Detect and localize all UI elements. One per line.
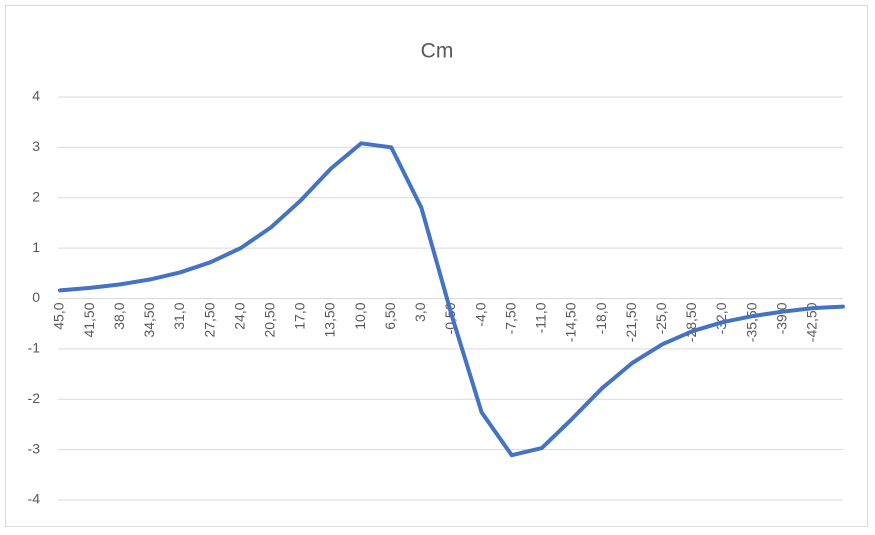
x-tick-label: 27,50 [201,302,217,337]
x-tick-label: -35,50 [743,302,759,342]
data-line [58,141,845,458]
y-tick-label: -4 [28,491,41,507]
x-tick-label: -18,0 [593,302,609,334]
chart-title: Cm [421,40,454,63]
x-tick-label: -11,0 [533,302,549,333]
x-tick-label: -7,50 [502,302,518,334]
x-tick-label: -32,0 [713,302,729,334]
y-tick-label: -2 [28,390,41,406]
x-tick-label: -39,0 [773,302,789,334]
y-tick-label: -3 [28,440,41,456]
x-tick-label: 17,0 [292,302,308,329]
x-tick-label: -42,50 [804,302,820,342]
y-tick-label: 3 [32,138,40,154]
x-tick-label: 41,50 [81,302,97,337]
x-tick-label: -4,0 [472,302,488,326]
x-tick-label: 34,50 [141,302,157,337]
x-tick-label: 20,50 [262,302,278,337]
y-tick-label: 0 [32,289,40,305]
x-tick-label: 13,50 [322,302,338,337]
x-tick-label: -14,50 [563,302,579,342]
x-tick-label: 6,50 [382,302,398,329]
x-tick-label: 3,0 [412,302,428,322]
x-tick-label: 45,0 [51,302,67,329]
y-tick-label: 2 [32,188,40,204]
x-tick-label: 24,0 [231,302,247,329]
y-tick-label: 1 [32,239,40,255]
x-tick-label: 10,0 [352,302,368,329]
x-tick-label: -25,0 [653,302,669,334]
y-tick-label: 4 [32,88,40,104]
y-tick-label: -1 [28,340,41,356]
x-tick-label: 38,0 [111,302,127,329]
x-tick-label: 31,0 [171,302,187,329]
x-tick-label: -21,50 [623,302,639,342]
